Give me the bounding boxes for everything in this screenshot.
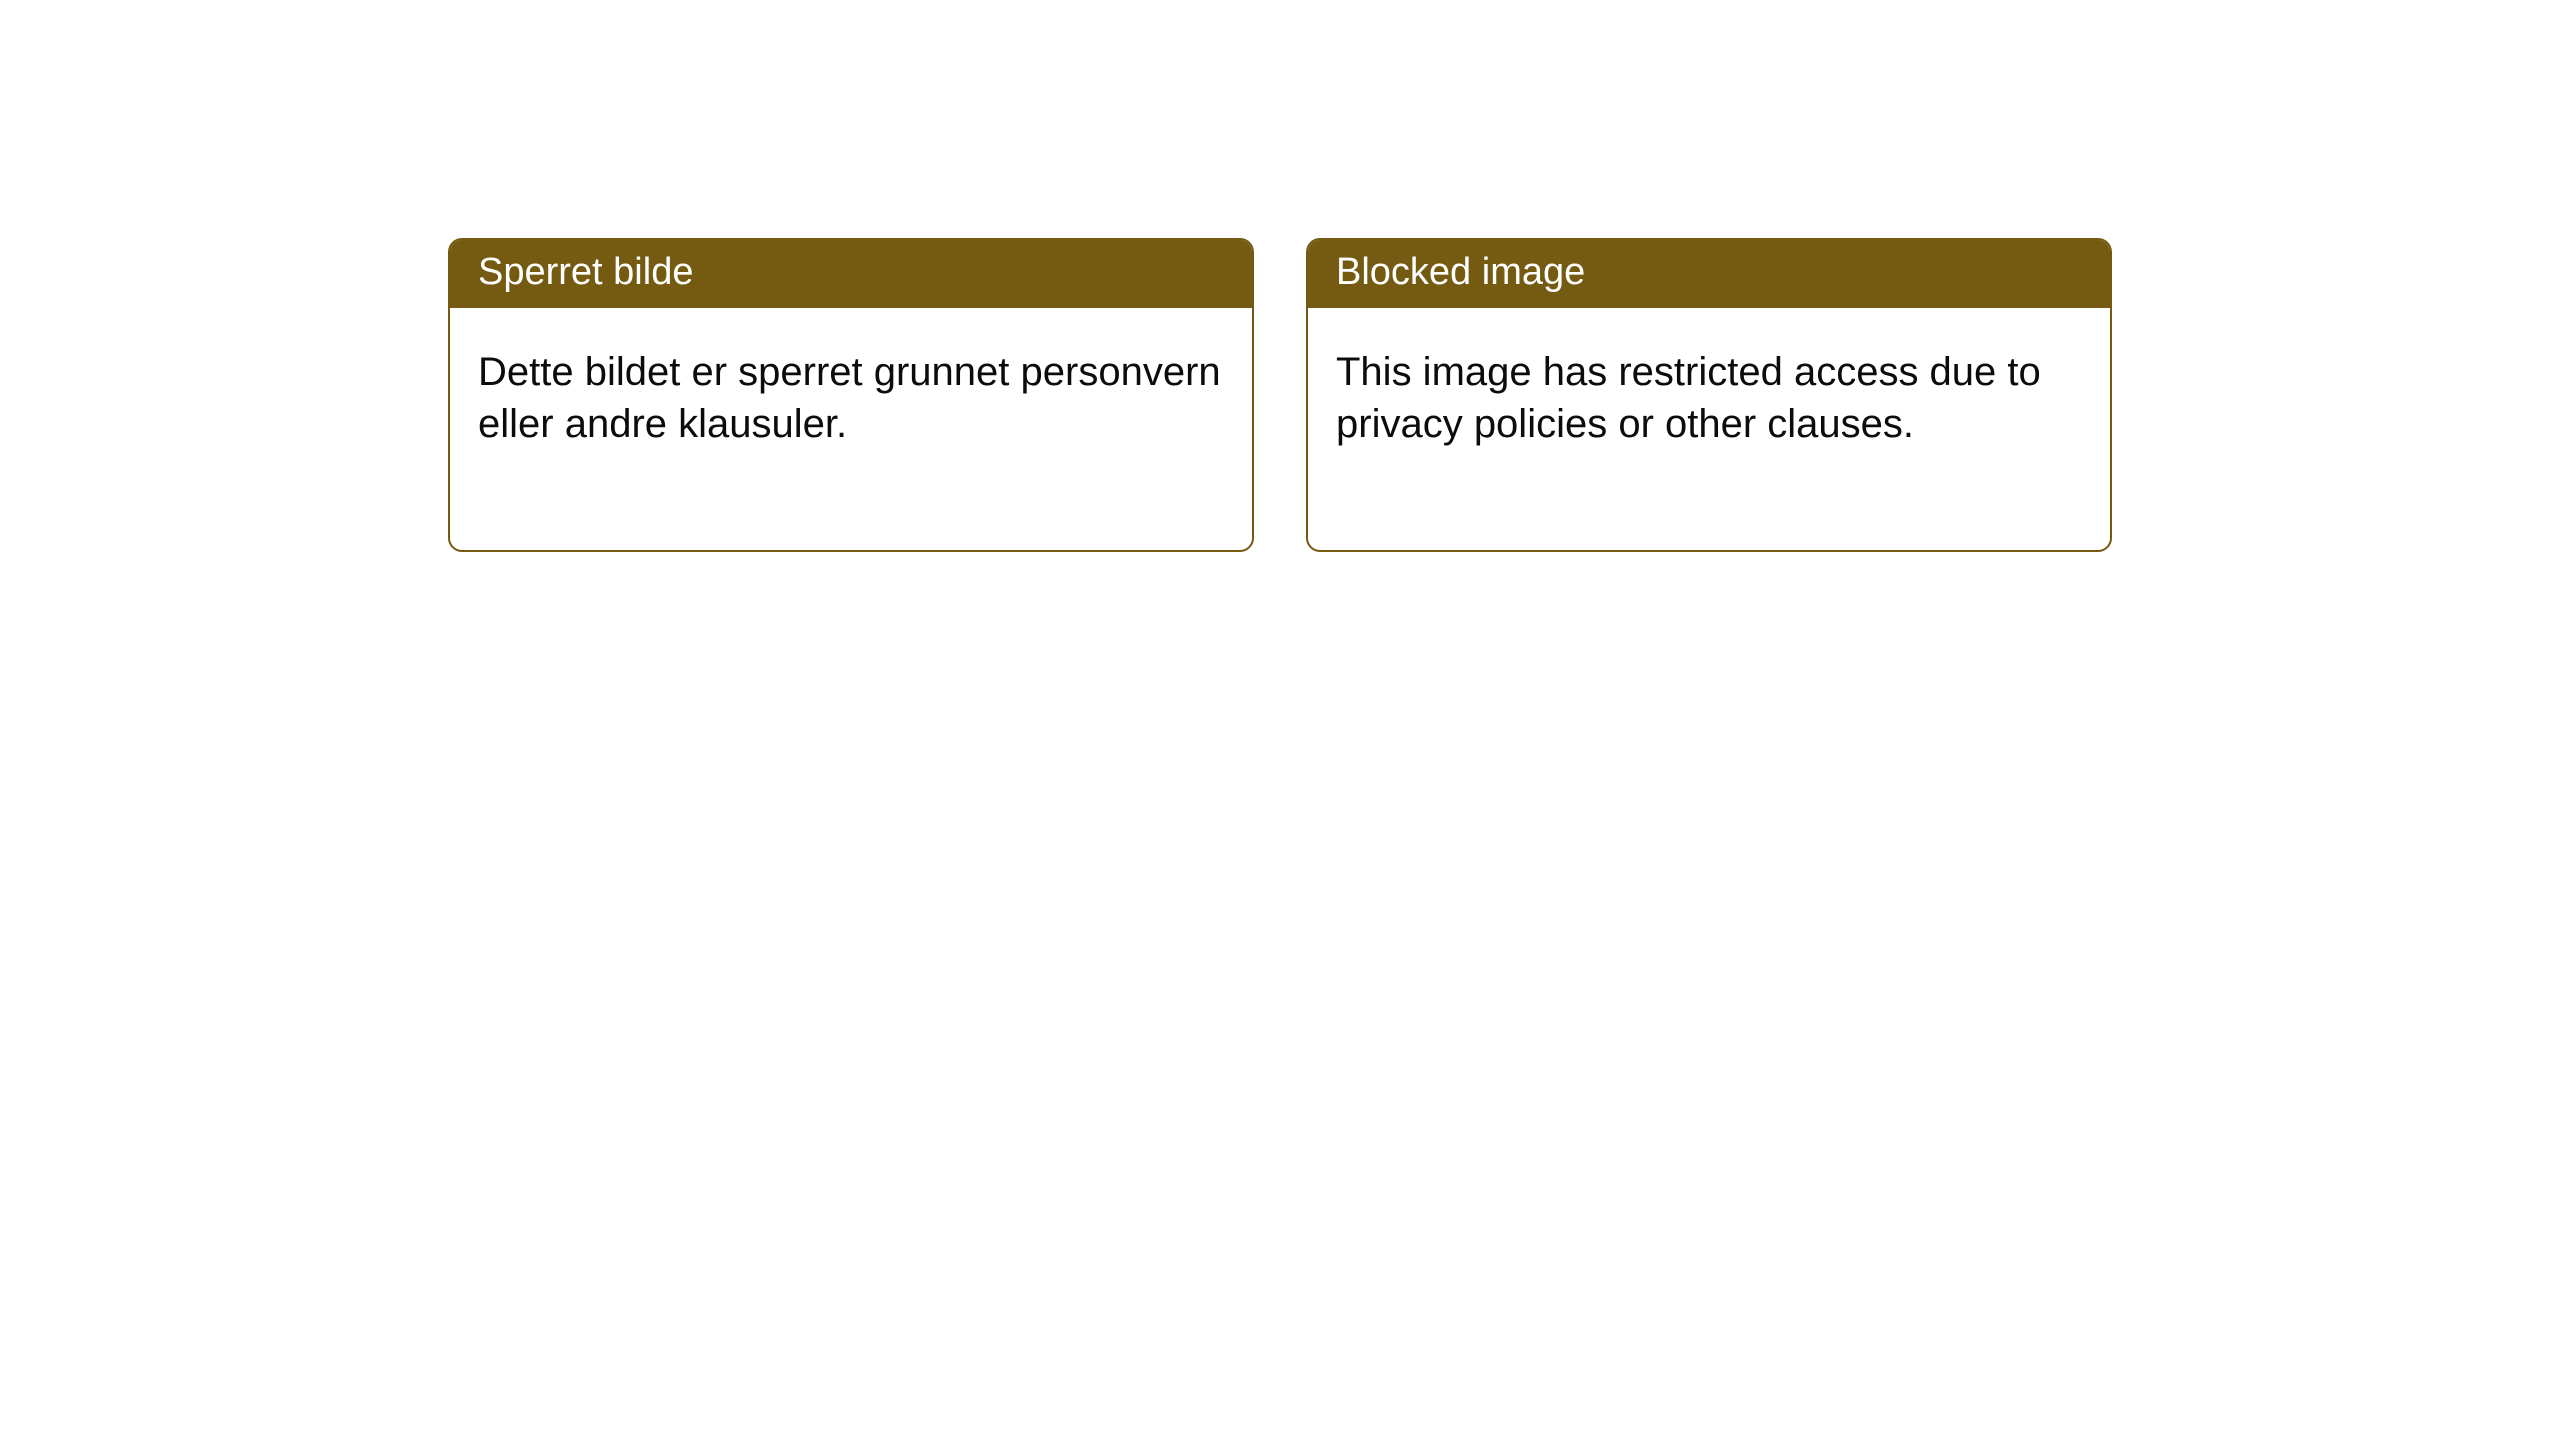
notice-title-en: Blocked image: [1308, 240, 2110, 308]
notice-title-no: Sperret bilde: [450, 240, 1252, 308]
notice-card-en: Blocked image This image has restricted …: [1306, 238, 2112, 552]
notice-container: Sperret bilde Dette bildet er sperret gr…: [0, 0, 2560, 552]
notice-body-no: Dette bildet er sperret grunnet personve…: [450, 308, 1252, 550]
notice-body-en: This image has restricted access due to …: [1308, 308, 2110, 550]
notice-card-no: Sperret bilde Dette bildet er sperret gr…: [448, 238, 1254, 552]
